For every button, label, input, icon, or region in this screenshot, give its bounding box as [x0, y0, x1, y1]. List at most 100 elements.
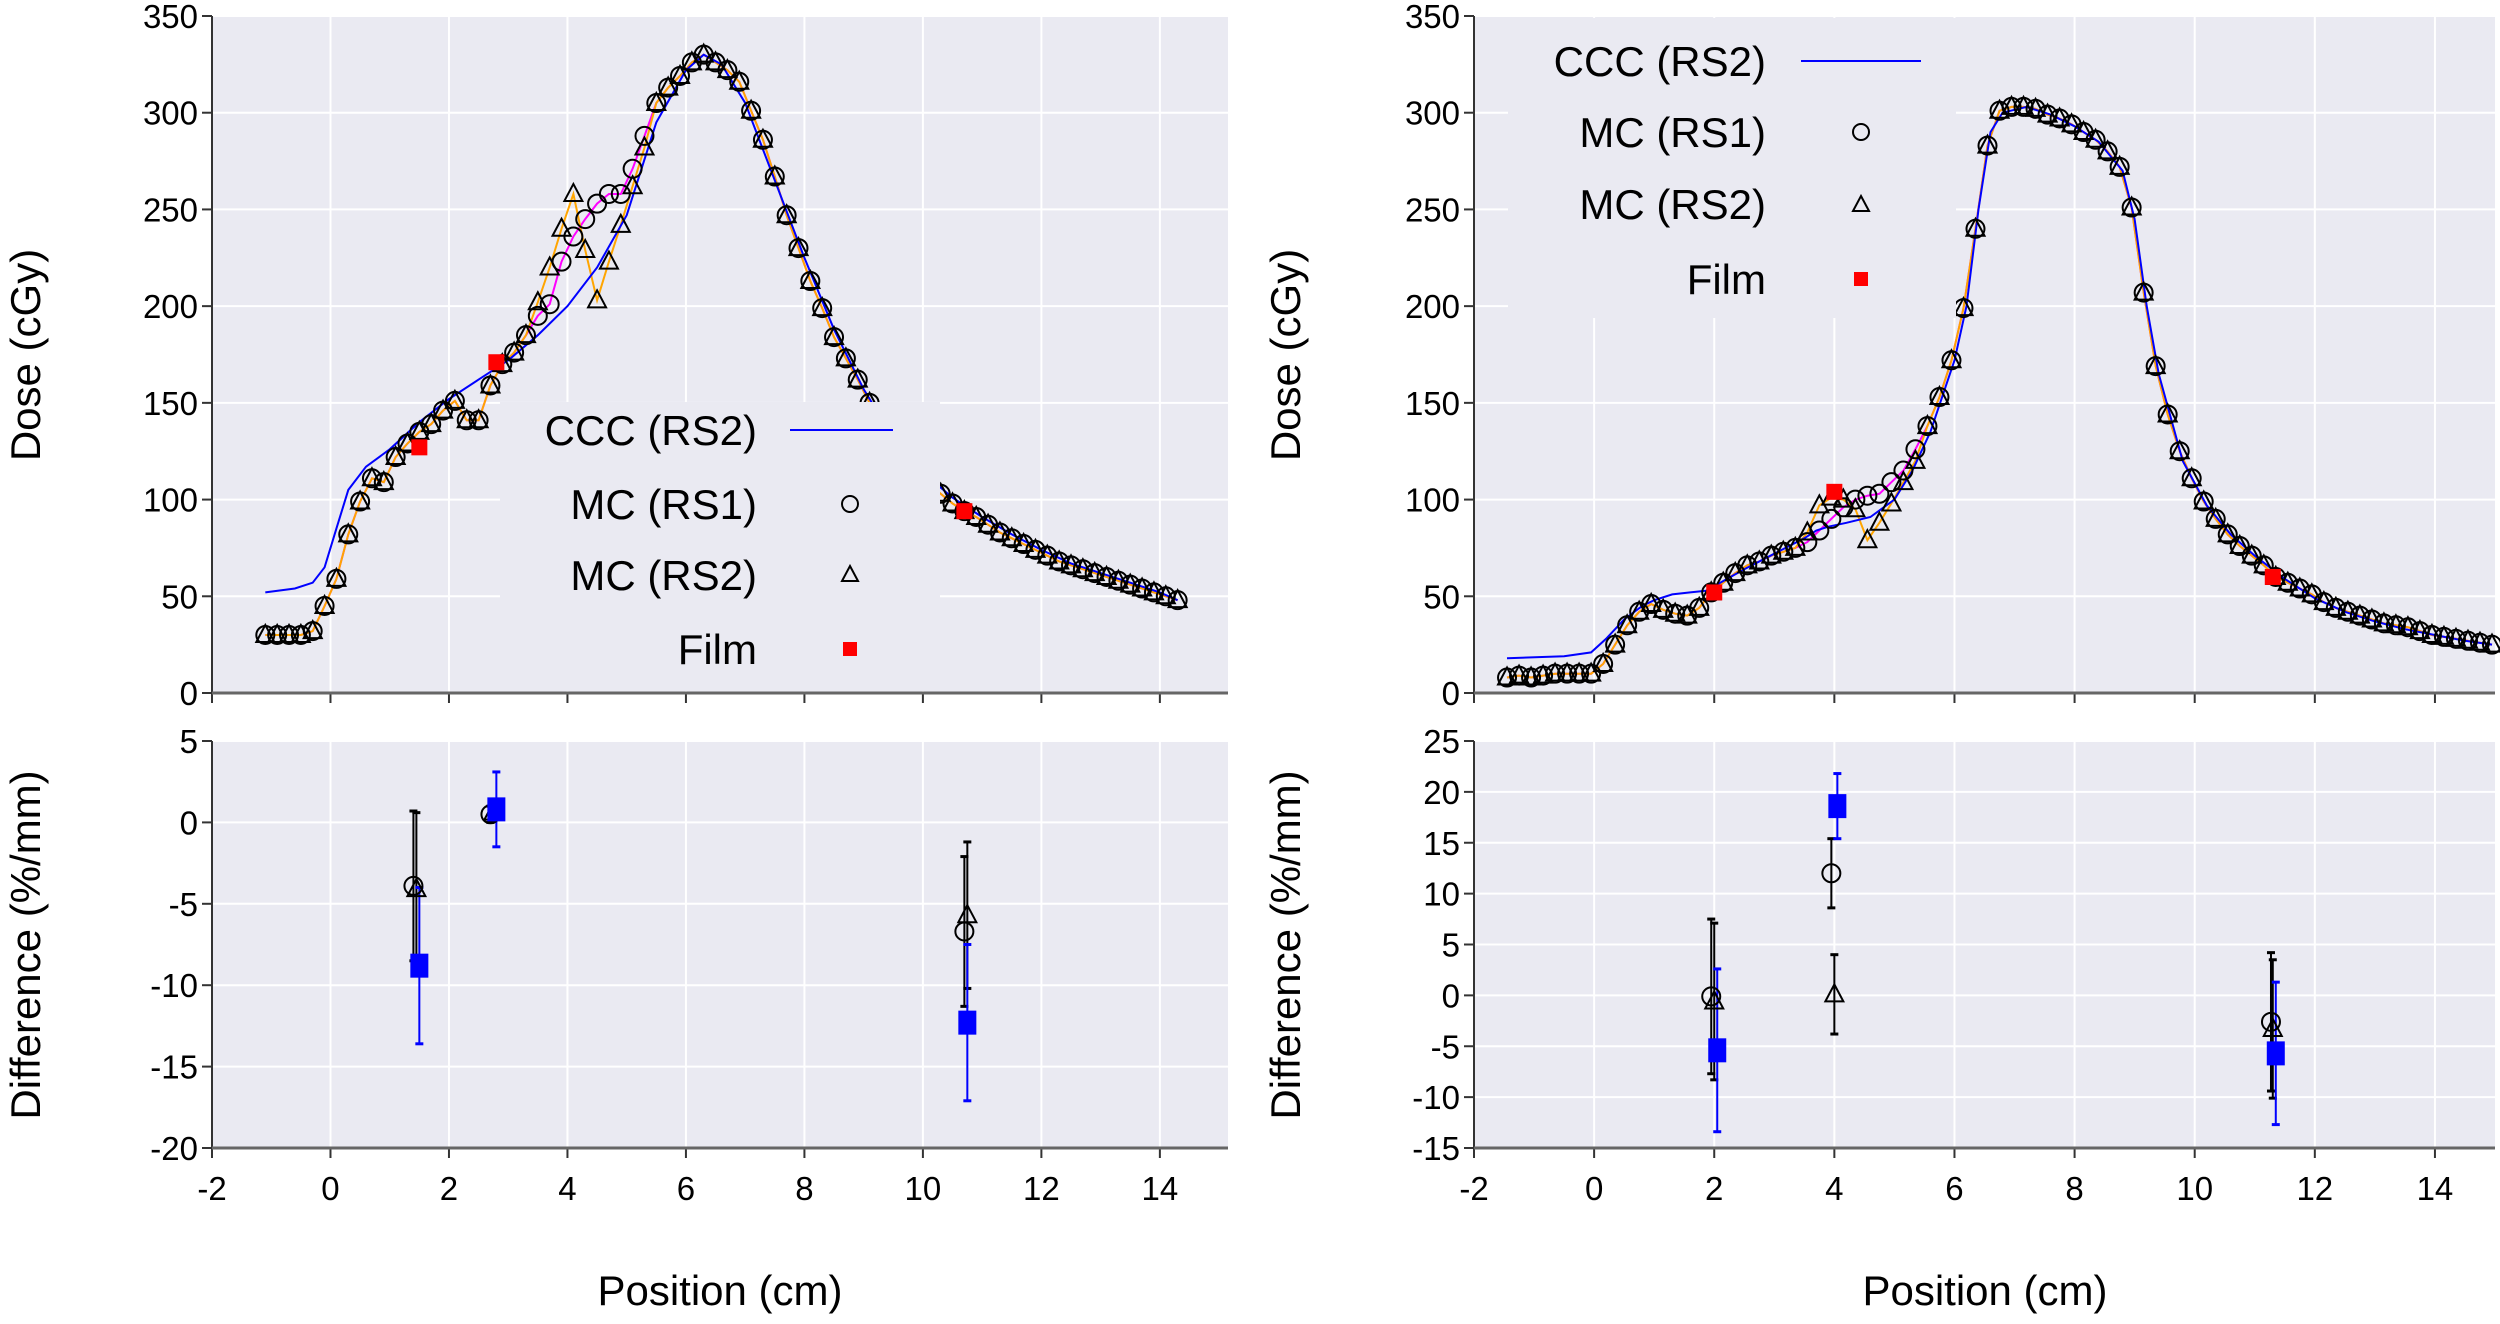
- mc-rs2-marker: [456, 408, 478, 429]
- y-tick-label: 350: [143, 0, 198, 35]
- mc-rs2-marker: [254, 622, 276, 643]
- mc-rs2-marker: [1868, 510, 1891, 531]
- x-tick-label: 2: [440, 1170, 458, 1207]
- mc-rs2-marker: [349, 489, 371, 510]
- x-tick-label: 0: [321, 1170, 339, 1207]
- mc-rs2-marker: [2157, 402, 2179, 423]
- x-tick-label: -2: [1459, 1170, 1488, 1207]
- x-tick-label: 0: [1585, 1170, 1603, 1207]
- mc-rs2-marker: [1892, 470, 1915, 491]
- y-tick-label: 350: [1405, 0, 1460, 35]
- mc-rs1-marker: [1857, 485, 1878, 506]
- film-difference-marker: [487, 797, 506, 822]
- mc-rs2-marker: [1640, 591, 1662, 613]
- right-xlabel: Position (cm): [1862, 1267, 2107, 1314]
- mc-rs2-marker: [515, 323, 537, 344]
- y-tick-label: 150: [143, 385, 198, 422]
- right-dose-ylabel: Dose (cGy): [1262, 249, 1309, 461]
- y-tick-label: 300: [143, 95, 198, 132]
- mc-rs2-marker: [1060, 553, 1082, 574]
- mc-rs2-marker: [1916, 413, 1939, 435]
- mc-rs2-marker: [2193, 489, 2215, 510]
- mc-rs2-marker: [1880, 491, 1903, 512]
- mc-rs2-marker: [1544, 661, 1566, 682]
- mc-rs2-marker: [1166, 588, 1189, 609]
- mc-rs2-marker: [2229, 533, 2251, 554]
- x-tick-label: 12: [2296, 1170, 2333, 1207]
- mc-rs1-marker: [1893, 460, 1914, 481]
- mc-rs2-marker: [2036, 102, 2059, 123]
- mc-rs2-marker: [2072, 119, 2095, 141]
- mc-rs2-marker: [2481, 632, 2500, 653]
- mc-rs2-marker: [1796, 520, 1818, 541]
- film-marker: [2264, 568, 2281, 585]
- y-tick-label: -10: [1412, 1079, 1460, 1116]
- mc-rs2-marker: [764, 164, 786, 185]
- legend-label-mc-rs1: MC (RS1): [570, 481, 757, 528]
- mc-rs2-marker: [1001, 526, 1023, 547]
- mc-rs1-marker: [527, 305, 548, 326]
- y-tick-label: -5: [169, 886, 198, 923]
- mc-rs2-marker: [1688, 595, 1710, 616]
- x-tick-label: -2: [197, 1170, 226, 1207]
- mc-rs1-marker: [2260, 1011, 2281, 1032]
- mc-rs2-marker: [1496, 665, 1518, 686]
- left-dose-ylabel: Dose (cGy): [2, 249, 49, 461]
- mc-rs2-marker: [1107, 568, 1130, 589]
- mc-rs2-marker: [2409, 618, 2431, 640]
- mc-rs2-marker: [2337, 599, 2359, 620]
- mc-rs2-marker: [2277, 570, 2299, 591]
- y-tick-label: 5: [1442, 927, 1460, 964]
- mc-rs2-marker: [610, 212, 632, 233]
- legend-background: [1508, 18, 1956, 318]
- mc-rs2-marker: [2445, 626, 2467, 647]
- mc-rs2-marker: [467, 408, 490, 429]
- mc-rs2-marker: [1556, 661, 1578, 682]
- mc-rs2-marker: [539, 255, 561, 276]
- mc-rs1-marker: [1821, 508, 1842, 529]
- mc-rs2-marker: [977, 512, 999, 533]
- mc-rs2-marker: [1952, 295, 1975, 317]
- legend-square-marker: [843, 642, 857, 656]
- mc-rs2-marker: [2349, 603, 2371, 624]
- legend-label-mc-rs1: MC (RS1): [1579, 109, 1766, 156]
- mc-rs2-marker: [716, 58, 739, 79]
- y-tick-label: 5: [180, 723, 198, 760]
- legend-circle-marker: [841, 495, 859, 513]
- mc-rs2-marker: [1604, 632, 1626, 653]
- mc-rs1-marker: [1881, 472, 1902, 493]
- mc-rs2-marker: [373, 470, 395, 491]
- mc-rs2-marker: [811, 295, 833, 317]
- legend-label-film: Film: [1687, 256, 1766, 303]
- mc-rs1-marker: [1845, 489, 1866, 510]
- mc-rs2-marker: [405, 877, 428, 898]
- y-tick-label: 15: [1423, 825, 1460, 862]
- mc-rs2-marker: [1940, 348, 1963, 369]
- mc-rs2-marker: [1036, 543, 1058, 564]
- y-tick-label: 0: [1442, 675, 1460, 712]
- mc-rs2-marker: [1520, 665, 1542, 686]
- mc-rs2-marker: [266, 622, 288, 643]
- legend-circle-marker: [1852, 123, 1870, 141]
- right-legend: CCC (RS2) MC (RS1) MC (RS2) Film: [1508, 18, 1956, 318]
- mc-rs2-marker: [361, 466, 383, 487]
- mc-rs2-marker: [2169, 439, 2191, 460]
- mc-rs2-marker: [2289, 576, 2311, 597]
- x-tick-label: 12: [1023, 1170, 1060, 1207]
- left-legend: CCC (RS2) MC (RS1) MC (RS2) Film: [500, 402, 940, 691]
- x-tick-label: 6: [1945, 1170, 1963, 1207]
- mc-rs2-marker: [302, 618, 324, 640]
- mc-rs2-marker: [2457, 628, 2479, 649]
- mc-rs2-marker: [1084, 560, 1106, 582]
- mc-rs2-marker: [847, 367, 869, 388]
- mc-rs2-marker: [2262, 1016, 2284, 1037]
- mc-rs2-marker: [2217, 522, 2239, 543]
- mc-rs2-marker: [1616, 613, 1638, 634]
- mc-rs1-marker: [598, 183, 619, 204]
- mc-rs2-marker: [278, 622, 300, 643]
- mc-rs2-marker: [1072, 557, 1094, 578]
- mc-rs2-marker: [1964, 216, 1987, 237]
- mc-rs2-marker: [1856, 528, 1879, 549]
- y-tick-label: -20: [150, 1130, 198, 1167]
- mc-rs1-marker: [1905, 439, 1926, 460]
